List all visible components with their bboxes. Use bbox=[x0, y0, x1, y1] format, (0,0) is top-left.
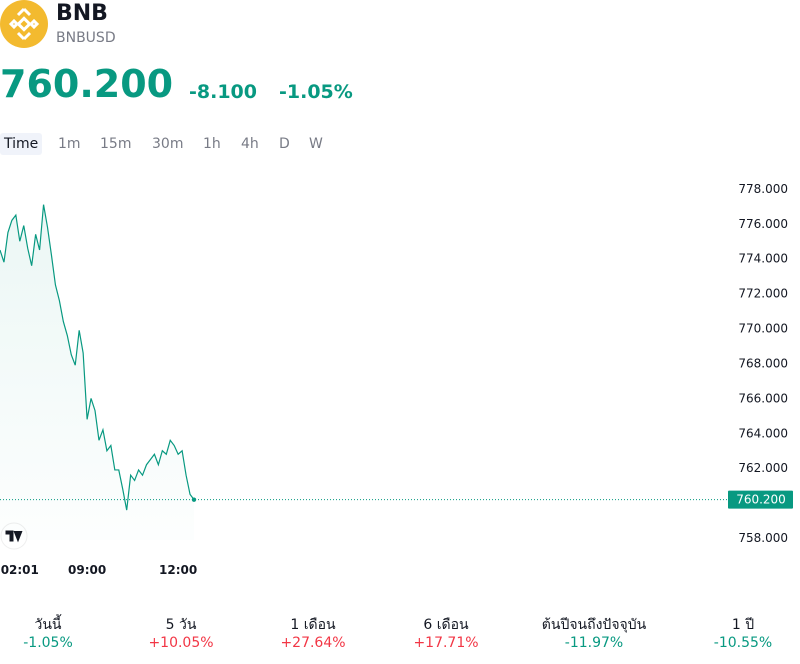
y-tick-label: 768.000 bbox=[738, 356, 788, 370]
change-percent: -1.05% bbox=[279, 81, 353, 103]
performance-label[interactable]: 1 ปี bbox=[731, 617, 755, 633]
interval-button[interactable]: 4h bbox=[241, 136, 259, 152]
interval-button[interactable]: 30m bbox=[152, 136, 184, 152]
x-tick-label: 09:00 bbox=[68, 563, 106, 577]
performance-label[interactable]: ต้นปีจนถึงปัจจุบัน bbox=[541, 617, 647, 633]
interval-button[interactable]: Time bbox=[0, 133, 43, 155]
y-tick-label: 778.000 bbox=[738, 182, 788, 196]
y-tick-label: 776.000 bbox=[738, 217, 788, 231]
area-fill bbox=[0, 204, 194, 540]
performance-value[interactable]: +27.64% bbox=[280, 635, 346, 651]
y-tick-label: 762.000 bbox=[738, 461, 788, 475]
interval-button[interactable]: D bbox=[279, 136, 290, 152]
y-tick-label: 764.000 bbox=[738, 426, 788, 440]
interval-button[interactable]: 1m bbox=[58, 136, 81, 152]
price: 760.200 bbox=[0, 62, 174, 106]
interval-button[interactable]: 1h bbox=[203, 136, 221, 152]
performance-value[interactable]: -10.55% bbox=[713, 635, 773, 651]
last-point bbox=[191, 497, 197, 502]
x-tick-label: 02:01 bbox=[1, 563, 39, 577]
interval-button[interactable]: W bbox=[309, 136, 323, 152]
change: -8.100 bbox=[189, 81, 257, 103]
performance-label[interactable]: 5 วัน bbox=[165, 617, 197, 633]
performance-value[interactable]: -11.97% bbox=[564, 635, 624, 651]
y-tick-label: 772.000 bbox=[738, 287, 788, 301]
symbol: BNB bbox=[56, 1, 108, 26]
last-price-label: 760.200 bbox=[736, 493, 786, 507]
ticker: BNBUSD bbox=[56, 30, 116, 46]
performance-label[interactable]: 1 เดือน bbox=[290, 617, 336, 633]
performance-label[interactable]: 6 เดือน bbox=[423, 617, 469, 633]
y-tick-label: 758.000 bbox=[738, 531, 788, 545]
chart: 758.000760.000762.000764.000766.000768.0… bbox=[0, 182, 793, 577]
performance-value[interactable]: +10.05% bbox=[148, 635, 214, 651]
x-tick-label: 12:00 bbox=[159, 563, 197, 577]
performance-value[interactable]: -1.05% bbox=[23, 635, 73, 651]
interval-button[interactable]: 15m bbox=[100, 136, 132, 152]
performance-value[interactable]: +17.71% bbox=[413, 635, 479, 651]
y-tick-label: 770.000 bbox=[738, 322, 788, 336]
y-tick-label: 766.000 bbox=[738, 391, 788, 405]
last-price-box bbox=[728, 490, 793, 509]
logo bbox=[0, 0, 48, 48]
y-tick-label: 774.000 bbox=[738, 252, 788, 266]
performance-label[interactable]: วันนี้ bbox=[34, 617, 62, 633]
price-line bbox=[0, 204, 195, 511]
